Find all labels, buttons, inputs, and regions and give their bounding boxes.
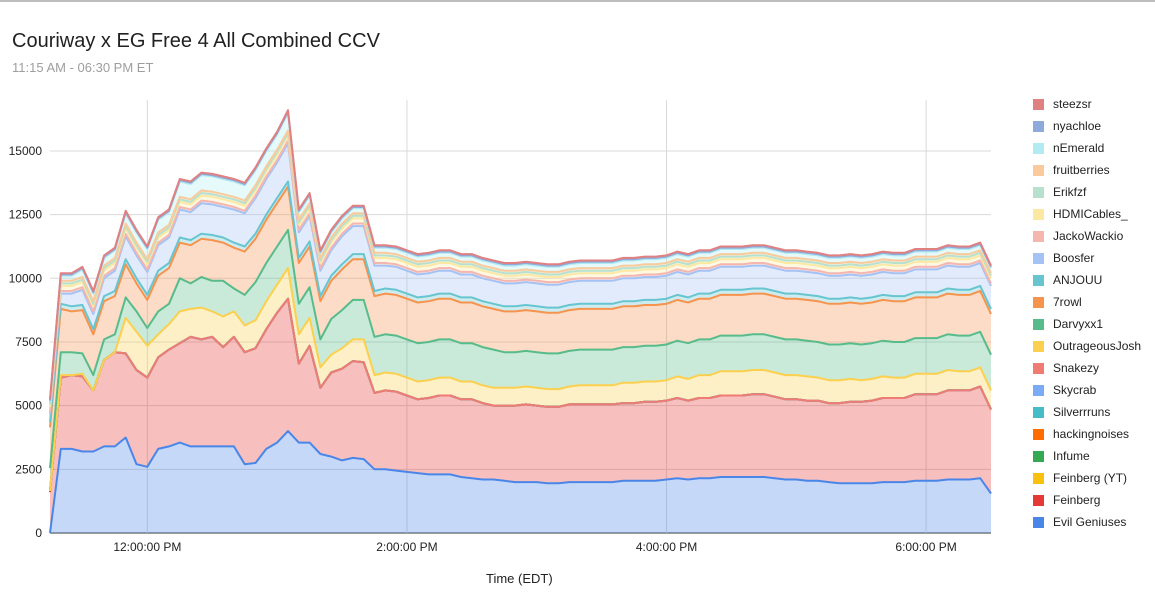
legend-item[interactable]: ANJOUU <box>1033 269 1141 291</box>
legend-label: Snakezy <box>1053 361 1099 375</box>
legend-swatch <box>1033 517 1044 528</box>
x-tick-label: 2:00:00 PM <box>376 540 437 554</box>
legend-item[interactable]: Erikfzf <box>1033 181 1141 203</box>
legend-item[interactable]: Feinberg (YT) <box>1033 467 1141 489</box>
legend-swatch <box>1033 143 1044 154</box>
legend-item[interactable]: HDMICables_ <box>1033 203 1141 225</box>
legend-swatch <box>1033 495 1044 506</box>
legend-item[interactable]: nEmerald <box>1033 137 1141 159</box>
legend-label: HDMICables_ <box>1053 207 1128 221</box>
legend-swatch <box>1033 187 1044 198</box>
legend-swatch <box>1033 121 1044 132</box>
series-areas <box>50 110 991 533</box>
legend-label: Infume <box>1053 449 1090 463</box>
legend-swatch <box>1033 209 1044 220</box>
legend-item[interactable]: Infume <box>1033 445 1141 467</box>
legend-item[interactable]: Darvyxx1 <box>1033 313 1141 335</box>
legend-swatch <box>1033 363 1044 374</box>
legend-label: 7rowl <box>1053 295 1082 309</box>
legend-label: Darvyxx1 <box>1053 317 1103 331</box>
stacked-area-chart: 0 2500 5000 7500 10000 12500 15000 12:00:00 PM 2… <box>0 0 1155 606</box>
legend-label: Feinberg <box>1053 493 1100 507</box>
y-tick-label: 10000 <box>9 271 43 285</box>
x-tick-label: 4:00:00 PM <box>636 540 697 554</box>
legend-label: nyachloe <box>1053 119 1101 133</box>
legend-label: Erikfzf <box>1053 185 1086 199</box>
legend-item[interactable]: Silverrruns <box>1033 401 1141 423</box>
legend-label: Evil Geniuses <box>1053 515 1126 529</box>
legend-label: Silverrruns <box>1053 405 1110 419</box>
y-tick-label: 5000 <box>15 399 42 413</box>
legend-label: nEmerald <box>1053 141 1104 155</box>
x-axis-label: Time (EDT) <box>486 571 553 586</box>
legend-swatch <box>1033 451 1044 462</box>
legend-swatch <box>1033 165 1044 176</box>
legend-label: Feinberg (YT) <box>1053 471 1127 485</box>
legend-label: Skycrab <box>1053 383 1096 397</box>
legend-item[interactable]: steezsr <box>1033 93 1141 115</box>
legend-label: fruitberries <box>1053 163 1110 177</box>
legend-swatch <box>1033 429 1044 440</box>
legend-swatch <box>1033 319 1044 330</box>
legend-swatch <box>1033 253 1044 264</box>
y-tick-label: 15000 <box>9 144 43 158</box>
legend-item[interactable]: Feinberg <box>1033 489 1141 511</box>
legend-swatch <box>1033 231 1044 242</box>
legend-item[interactable]: 7rowl <box>1033 291 1141 313</box>
y-tick-label: 0 <box>35 526 42 540</box>
legend-swatch <box>1033 341 1044 352</box>
legend-item[interactable]: JackoWackio <box>1033 225 1141 247</box>
legend-label: hackingnoises <box>1053 427 1129 441</box>
legend-swatch <box>1033 385 1044 396</box>
legend-label: ANJOUU <box>1053 273 1102 287</box>
legend-item[interactable]: OutrageousJosh <box>1033 335 1141 357</box>
x-tick-label: 12:00:00 PM <box>113 540 181 554</box>
legend-label: steezsr <box>1053 97 1092 111</box>
legend-swatch <box>1033 473 1044 484</box>
legend-item[interactable]: Boosfer <box>1033 247 1141 269</box>
legend-swatch <box>1033 275 1044 286</box>
legend-item[interactable]: fruitberries <box>1033 159 1141 181</box>
chart-legend: steezsr nyachloe nEmerald fruitberries Erikf… <box>1033 93 1141 533</box>
legend-swatch <box>1033 407 1044 418</box>
legend-label: OutrageousJosh <box>1053 339 1141 353</box>
legend-swatch <box>1033 99 1044 110</box>
y-tick-label: 7500 <box>15 335 42 349</box>
legend-item[interactable]: Skycrab <box>1033 379 1141 401</box>
legend-label: Boosfer <box>1053 251 1094 265</box>
legend-item[interactable]: Evil Geniuses <box>1033 511 1141 533</box>
x-tick-label: 6:00:00 PM <box>895 540 956 554</box>
y-tick-label: 12500 <box>9 208 43 222</box>
legend-item[interactable]: nyachloe <box>1033 115 1141 137</box>
legend-item[interactable]: Snakezy <box>1033 357 1141 379</box>
legend-swatch <box>1033 297 1044 308</box>
legend-label: JackoWackio <box>1053 229 1123 243</box>
legend-item[interactable]: hackingnoises <box>1033 423 1141 445</box>
y-tick-label: 2500 <box>15 462 42 476</box>
